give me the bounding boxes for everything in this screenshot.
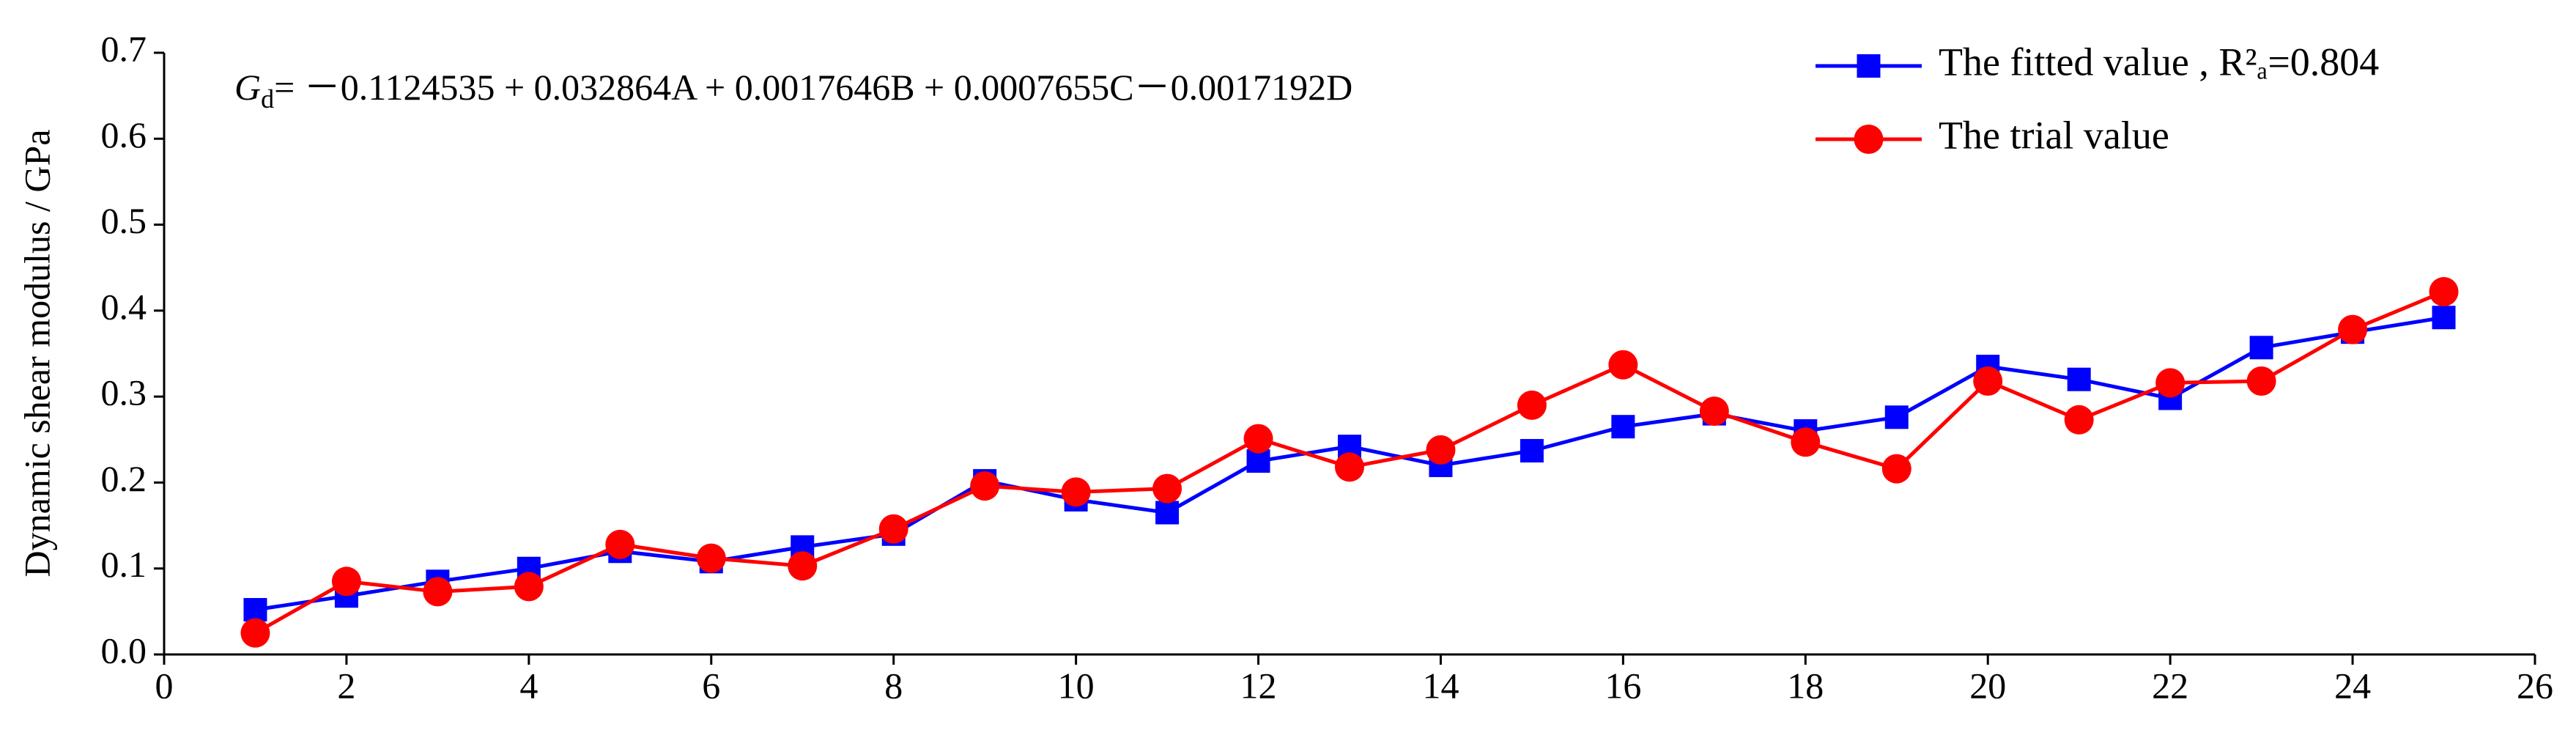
y-tick-label: 0.6 (101, 114, 147, 155)
y-tick-label: 0.3 (101, 372, 147, 413)
marker (2067, 367, 2091, 391)
legend-label: The trial value (1939, 113, 2169, 157)
marker (240, 618, 270, 648)
x-tick-label: 6 (702, 665, 720, 706)
marker (1881, 454, 1911, 484)
x-tick-label: 4 (519, 665, 538, 706)
y-tick-label: 0.1 (101, 544, 147, 585)
marker (2338, 314, 2368, 344)
equation-symbol: G (234, 67, 261, 108)
x-tick-label: 12 (1240, 665, 1277, 706)
legend-marker (1857, 54, 1881, 78)
marker (331, 567, 361, 597)
x-tick-label: 8 (884, 665, 903, 706)
marker (1426, 435, 1456, 465)
y-axis-label: Dynamic shear modulus / GPa (16, 129, 57, 577)
marker (1791, 427, 1821, 457)
x-tick-label: 26 (2517, 665, 2553, 706)
equation-subscript: d (261, 84, 274, 114)
marker (1608, 350, 1638, 380)
marker (1061, 477, 1091, 507)
x-tick-label: 20 (1969, 665, 2006, 706)
marker (878, 514, 908, 544)
y-tick-label: 0.4 (101, 286, 147, 327)
y-tick-label: 0.2 (101, 458, 147, 499)
x-tick-label: 22 (2152, 665, 2188, 706)
marker (605, 529, 635, 559)
legend-label: The fitted value , R²ₐ=0.804 (1939, 40, 2379, 84)
x-tick-label: 2 (337, 665, 355, 706)
marker (2429, 277, 2459, 307)
y-tick-label: 0.0 (101, 630, 147, 671)
x-tick-label: 10 (1058, 665, 1095, 706)
marker (1155, 501, 1180, 525)
marker (696, 543, 726, 573)
marker (1517, 390, 1547, 420)
marker (970, 471, 1000, 501)
marker (1335, 452, 1364, 482)
x-tick-label: 16 (1605, 665, 1641, 706)
marker (2249, 336, 2273, 360)
marker (2064, 405, 2094, 435)
x-tick-label: 14 (1422, 665, 1459, 706)
x-tick-label: 24 (2334, 665, 2371, 706)
marker (243, 598, 267, 622)
y-tick-label: 0.7 (101, 28, 147, 69)
legend-marker (1854, 125, 1884, 154)
marker (1611, 415, 1635, 439)
marker (2155, 368, 2185, 398)
marker (1152, 473, 1182, 503)
x-tick-label: 0 (155, 665, 174, 706)
marker (423, 577, 453, 607)
marker (1973, 366, 2003, 396)
marker (2246, 366, 2276, 396)
marker (1699, 396, 1729, 427)
y-tick-label: 0.5 (101, 200, 147, 241)
marker (788, 551, 818, 581)
marker (2432, 306, 2456, 330)
equation: Gd= －0.1124535 + 0.032864A + 0.0017646B … (234, 67, 1352, 114)
marker (1520, 439, 1544, 463)
equation-text: = －0.1124535 + 0.032864A + 0.0017646B + … (274, 67, 1352, 108)
marker (1884, 405, 1909, 429)
marker (514, 572, 544, 602)
x-tick-label: 18 (1787, 665, 1824, 706)
marker (1243, 424, 1273, 454)
